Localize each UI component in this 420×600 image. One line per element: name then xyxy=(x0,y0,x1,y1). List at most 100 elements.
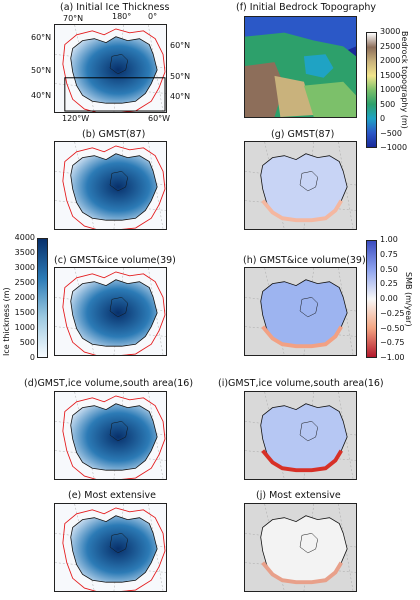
colorbar-tick-label: −500 xyxy=(380,128,402,138)
red-contour xyxy=(62,395,166,479)
colorbar-tick-label: 1500 xyxy=(380,70,401,80)
colorbar-tick-label: 2500 xyxy=(380,41,401,51)
colorbar-tick-label: 1000 xyxy=(380,85,401,94)
map-panel-d xyxy=(54,391,167,480)
hudson-bay-outline xyxy=(299,533,318,554)
colorbar-tick-label: 0.75 xyxy=(380,249,398,259)
map-canvas xyxy=(55,392,166,479)
map-panel-i xyxy=(244,391,357,480)
map-panel-c xyxy=(54,267,167,356)
colorbar-tick-label: 3500 xyxy=(14,248,35,257)
panel-a-title: (a) Initial Ice Thickness xyxy=(60,2,170,13)
lon-label: 180° xyxy=(112,12,132,21)
ice-sheet xyxy=(70,153,158,221)
hudson-bay-outline xyxy=(109,54,128,75)
colorbar-tick-label: 1000 xyxy=(14,323,35,332)
map-panel-b xyxy=(54,141,167,230)
red-contour xyxy=(62,507,166,591)
colorbar-tick-label: 0.50 xyxy=(380,264,398,274)
ice-sheet xyxy=(70,515,158,583)
topography-canvas xyxy=(245,17,356,117)
ablation-zone xyxy=(261,325,343,349)
map-canvas xyxy=(245,392,356,479)
panel-i-title: (i)GMST,ice volume,south area(16) xyxy=(218,378,384,389)
ice-sheet xyxy=(70,403,158,471)
panel-f-title: (f) Initial Bedrock Topography xyxy=(236,2,377,13)
panel-j-title: (j) Most extensive xyxy=(256,490,341,501)
smb-colorbar xyxy=(366,240,377,358)
map-canvas xyxy=(55,504,166,591)
colorbar-tick-label: 3000 xyxy=(380,27,401,36)
ice-sheet xyxy=(70,279,158,347)
smb-colorbar-label: SMB (m/year) xyxy=(404,272,413,327)
map-panel-g xyxy=(244,141,357,230)
terrain-region xyxy=(274,75,314,117)
lon-label: 0° xyxy=(148,12,158,21)
colorbar-tick-label: 500 xyxy=(380,99,396,109)
colorbar-tick-label: 2500 xyxy=(14,278,35,287)
lat-label: 60°N xyxy=(170,41,191,50)
colorbar-tick-label: 1500 xyxy=(14,308,35,317)
panel-h-title: (h) GMST&ice volume(39) xyxy=(243,255,366,266)
map-panel-e xyxy=(54,503,167,592)
map-canvas xyxy=(245,504,356,591)
colorbar-tick-label: −1.00 xyxy=(380,353,405,362)
colorbar-tick-label: 2000 xyxy=(380,56,401,65)
panel-b-title: (b) GMST(87) xyxy=(82,129,146,140)
hudson-bay-outline xyxy=(299,297,318,318)
hudson-bay-outline xyxy=(109,297,128,318)
colorbar-tick-label: 2000 xyxy=(14,293,35,302)
hudson-bay-outline xyxy=(109,421,128,442)
lat-label: 50°N xyxy=(31,66,52,75)
lon-label: 120°W xyxy=(62,114,90,123)
colorbar-tick-label: 0 xyxy=(29,353,35,362)
ablation-zone xyxy=(261,561,343,585)
hudson-bay-outline xyxy=(109,171,128,192)
panel-d-title: (d)GMST,ice volume,south area(16) xyxy=(24,378,194,389)
terrain-region xyxy=(303,54,334,78)
lon-label: 60°W xyxy=(148,114,171,123)
map-canvas xyxy=(245,142,356,229)
lat-label: 40°N xyxy=(170,92,191,101)
lat-label: 60°N xyxy=(31,33,52,42)
colorbar-tick-label: 1.00 xyxy=(380,235,398,244)
colorbar-tick-label: 0.00 xyxy=(380,294,398,303)
bedrock-colorbar xyxy=(366,32,377,148)
colorbar-tick-label: 4000 xyxy=(14,233,35,242)
hudson-bay-outline xyxy=(299,421,318,442)
colorbar-tick-label: −1000 xyxy=(380,143,408,152)
colorbar-tick-label: 500 xyxy=(19,338,35,347)
terrain-region xyxy=(245,62,285,117)
map-canvas xyxy=(55,268,166,355)
panel-g-title: (g) GMST(87) xyxy=(271,129,335,140)
terrain-region xyxy=(303,81,356,117)
colorbar-tick-label: −0.50 xyxy=(380,323,405,333)
map-canvas xyxy=(55,25,166,112)
lat-label: 50°N xyxy=(170,72,191,81)
map-panel-a xyxy=(54,24,167,113)
lat-label: 40°N xyxy=(31,91,52,100)
red-contour xyxy=(62,145,166,229)
colorbar-tick-label: 3000 xyxy=(14,263,35,272)
map-panel-j xyxy=(244,503,357,592)
ablation-zone xyxy=(261,199,343,223)
red-contour xyxy=(62,28,166,112)
ice-sheet xyxy=(70,36,158,104)
colorbar-tick-label: −0.25 xyxy=(380,308,405,318)
map-canvas xyxy=(55,142,166,229)
hudson-bay-outline xyxy=(299,171,318,192)
hudson-bay-outline xyxy=(109,533,128,554)
red-contour xyxy=(62,271,166,355)
panel-e-title: (e) Most extensive xyxy=(68,490,156,501)
south-region-box xyxy=(64,77,166,112)
colorbar-tick-label: 0 xyxy=(380,114,386,123)
lat-label: 70°N xyxy=(63,14,84,23)
ablation-zone xyxy=(261,449,343,473)
bedrock-colorbar-label: Bedrock topography (m) xyxy=(400,31,409,129)
colorbar-tick-label: −0.75 xyxy=(380,338,405,348)
map-panel-f xyxy=(244,16,357,118)
ice-colorbar-label: Ice thickness (m) xyxy=(2,287,11,356)
colorbar-tick-label: 0.25 xyxy=(380,279,398,289)
map-panel-h xyxy=(244,267,357,356)
ice-thickness-colorbar xyxy=(37,238,48,358)
